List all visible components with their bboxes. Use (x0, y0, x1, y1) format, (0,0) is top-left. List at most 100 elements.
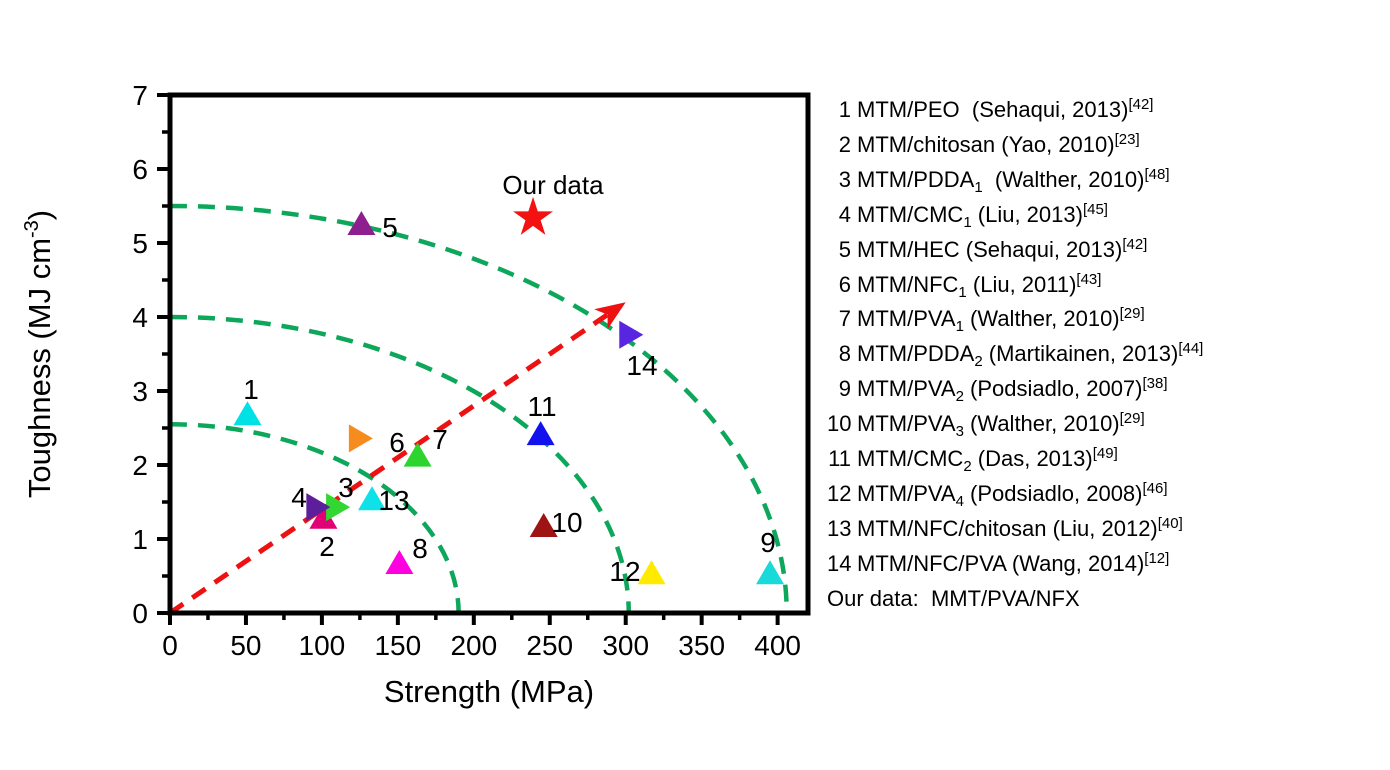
y-tick-label: 1 (132, 524, 148, 555)
y-tick-label: 7 (132, 80, 148, 111)
legend: 1 MTM/PEO (Sehaqui, 2013)[42] 2 MTM/chitosa… (827, 93, 1203, 617)
legend-item-number: 6 (838, 271, 851, 297)
legend-item-text: MTM/PVA2 (Podsiadlo, 2007)[38] (857, 375, 1168, 406)
data-point-2 (309, 504, 338, 529)
legend-item-number: 10 (827, 411, 852, 437)
data-point-9 (756, 560, 785, 585)
y-tick-label: 4 (132, 302, 148, 333)
legend-item-9: 9 MTM/PVA2 (Podsiadlo, 2007)[38] (827, 372, 1203, 407)
point-label-5: 5 (382, 212, 398, 243)
legend-item-text: MTM/chitosan (Yao, 2010)[23] (857, 130, 1140, 157)
data-point-7 (403, 442, 432, 467)
point-label-1: 1 (243, 374, 259, 405)
legend-item-14: 14 MTM/NFC/PVA (Wang, 2014)[12] (827, 547, 1203, 582)
legend-item-1: 1 MTM/PEO (Sehaqui, 2013)[42] (827, 93, 1203, 128)
data-point-3 (326, 493, 351, 522)
data-point-10 (529, 512, 558, 537)
x-tick-label: 0 (162, 630, 178, 661)
y-tick-label: 5 (132, 228, 148, 259)
x-tick-label: 250 (526, 630, 573, 661)
point-label-11: 11 (527, 391, 556, 422)
x-tick-label: 350 (678, 630, 725, 661)
legend-item-10: 10 MTM/PVA3 (Walther, 2010)[29] (827, 407, 1203, 442)
legend-item-2: 2 MTM/chitosan (Yao, 2010)[23] (827, 128, 1203, 163)
performance-arc-1 (169, 422, 461, 614)
y-axis-title: Toughness (MJ cm-3) (21, 210, 57, 498)
legend-item-number: 1 (838, 97, 851, 122)
legend-item-text: MTM/CMC1 (Liu, 2013)[45] (857, 200, 1108, 231)
data-point-1 (233, 401, 262, 426)
x-tick-label: 100 (299, 630, 346, 661)
data-point-4 (306, 493, 331, 522)
legend-item-number: 8 (838, 341, 851, 367)
legend-item-number: 12 (827, 480, 852, 506)
x-tick-label: 150 (374, 630, 421, 661)
legend-item-number: 3 (838, 166, 851, 192)
legend-item-5: 5 MTM/HEC (Sehaqui, 2013)[42] (827, 233, 1203, 268)
x-tick-label: 200 (450, 630, 497, 661)
legend-item-text: MTM/NFC1 (Liu, 2011)[43] (857, 270, 1102, 301)
legend-item-text: MTM/HEC (Sehaqui, 2013)[42] (857, 235, 1148, 262)
point-label-4: 4 (291, 482, 307, 513)
plot-border (167, 92, 811, 616)
legend-item-number: 11 (828, 446, 851, 472)
our-data-label: Our data (502, 170, 604, 200)
legend-item-text: MTM/NFC/PVA (Wang, 2014)[12] (857, 549, 1170, 576)
trend-arrow-line (168, 311, 611, 616)
point-label-3: 3 (338, 472, 354, 503)
legend-item-text: MTM/CMC2 (Das, 2013)[49] (857, 445, 1118, 476)
performance-arc-2 (169, 314, 632, 614)
data-point-12 (637, 560, 666, 585)
legend-item-text: MTM/PDDA1 (Walther, 2010)[48] (857, 165, 1170, 196)
point-label-7: 7 (432, 424, 448, 455)
legend-item-text: Our data: MMT/PVA/NFX (827, 585, 1080, 611)
legend-item-8: 8 MTM/PDDA2 (Martikainen, 2013)[44] (827, 337, 1204, 372)
legend-item-text: MTM/PVA3 (Walther, 2010)[29] (857, 410, 1145, 441)
point-label-12: 12 (609, 556, 640, 587)
legend-our-data: Our data: MMT/PVA/NFX (827, 582, 1203, 617)
legend-item-3: 3 MTM/PDDA1 (Walther, 2010)[48] (827, 163, 1203, 198)
legend-item-number: 4 (838, 201, 851, 227)
trend-arrow-head (594, 302, 626, 330)
data-point-13 (358, 486, 387, 511)
point-label-14: 14 (626, 350, 657, 381)
legend-item-number: 5 (838, 236, 851, 262)
y-tick-label: 3 (132, 376, 148, 407)
legend-item-text: MTM/PVA1 (Walther, 2010)[29] (857, 305, 1145, 336)
data-point-8 (385, 549, 414, 574)
point-label-9: 9 (760, 527, 776, 558)
y-tick-label: 2 (132, 450, 148, 481)
x-tick-label: 300 (602, 630, 649, 661)
point-label-10: 10 (551, 507, 582, 538)
legend-item-7: 7 MTM/PVA1 (Walther, 2010)[29] (827, 302, 1203, 337)
legend-item-11: 11 MTM/CMC2 (Das, 2013)[49] (827, 442, 1203, 477)
legend-item-text: MTM/PDDA2 (Martikainen, 2013)[44] (857, 340, 1204, 371)
legend-item-text: MTM/PVA4 (Podsiadlo, 2008)[46] (857, 479, 1168, 510)
data-point-5 (347, 211, 376, 236)
point-label-13: 13 (378, 485, 409, 516)
legend-item-text: MTM/NFC/chitosan (Liu, 2012)[40] (857, 514, 1183, 541)
our-data-star (513, 196, 554, 235)
legend-item-number: 14 (827, 550, 852, 576)
data-point-14 (619, 320, 644, 349)
legend-item-number: 13 (827, 515, 852, 541)
x-tick-label: 50 (230, 630, 261, 661)
data-point-6 (348, 424, 373, 453)
point-label-6: 6 (389, 427, 405, 458)
x-axis-title: Strength (MPa) (384, 674, 594, 709)
legend-item-4: 4 MTM/CMC1 (Liu, 2013)[45] (827, 198, 1203, 233)
legend-item-number: 2 (838, 131, 851, 157)
legend-item-text: MTM/PEO (Sehaqui, 2013)[42] (857, 96, 1154, 122)
y-tick-label: 6 (132, 154, 148, 185)
data-point-11 (526, 421, 555, 446)
point-label-8: 8 (412, 533, 428, 564)
y-tick-label: 0 (132, 598, 148, 629)
legend-item-13: 13 MTM/NFC/chitosan (Liu, 2012)[40] (827, 512, 1203, 547)
legend-item-number: 9 (838, 376, 851, 402)
performance-arc-3 (169, 203, 789, 614)
legend-item-12: 12 MTM/PVA4 (Podsiadlo, 2008)[46] (827, 477, 1203, 512)
legend-item-6: 6 MTM/NFC1 (Liu, 2011)[43] (827, 268, 1203, 303)
point-label-2: 2 (319, 531, 335, 562)
